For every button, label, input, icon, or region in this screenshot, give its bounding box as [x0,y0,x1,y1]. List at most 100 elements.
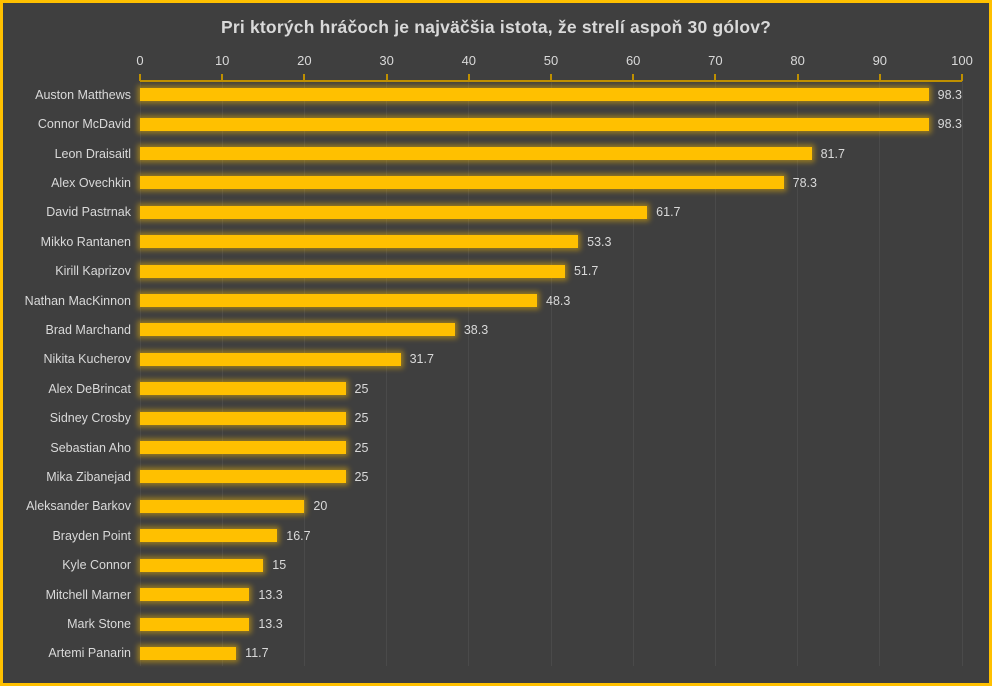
bar [140,617,250,631]
bar-area: 13.3 [140,588,962,602]
category-label: Mark Stone [67,617,131,632]
x-axis-tick [385,74,388,81]
bar-area: 11.7 [140,646,962,660]
bar-area: 38.3 [140,323,962,337]
x-axis-tick [796,74,799,81]
bar [140,294,538,308]
bar-area: 61.7 [140,205,962,219]
category-label: Mitchell Marner [45,587,131,602]
bar-area: 25 [140,441,962,455]
gridline [714,80,716,666]
value-label: 20 [313,499,328,514]
bar-area: 53.3 [140,235,962,249]
bar-area: 31.7 [140,352,962,366]
chart-title: Pri ktorých hráčoch je najväčšia istota,… [220,17,772,37]
x-axis-tick [550,74,552,81]
category-label: Brayden Point [52,528,131,543]
gridline [632,80,634,666]
bar [140,646,237,660]
x-axis-tick [632,74,635,81]
bar-row: Alex Ovechkin 78.3 [8,168,984,197]
bar-area: 78.3 [140,176,962,190]
category-label: Mika Zibanejad [46,469,131,484]
bar [140,88,929,102]
category-label: Artemi Panarin [48,646,131,661]
value-label: 13.3 [258,617,283,632]
x-axis-tick-label: 100 [951,53,973,68]
bar-area: 81.7 [140,147,962,161]
bar [140,323,455,337]
gridline [550,80,552,666]
value-label: 31.7 [409,352,434,367]
bar-area: 98.3 [140,117,962,131]
value-label: 51.7 [573,264,599,279]
bar-row: Nikita Kucherov 31.7 [8,345,984,374]
gridline [797,80,799,666]
value-label: 61.7 [656,205,681,220]
category-label: Auston Matthews [35,87,131,102]
bar-row: Mark Stone 13.3 [8,609,984,638]
bar [140,147,812,161]
bar-area: 25 [140,411,962,425]
bar-area: 98.3 [140,88,962,102]
category-label: Alex DeBrincat [48,381,131,396]
bar-row: Artemi Panarin 11.7 [8,639,984,668]
x-axis-tick [221,74,224,81]
gridline [139,80,141,666]
bar [140,558,264,572]
x-axis-tick [961,74,963,81]
value-label: 25 [354,411,369,426]
category-label: Brad Marchand [45,322,131,337]
x-axis-tick-label: 0 [136,53,144,68]
bar-area: 20 [140,499,962,513]
x-axis-tick-label: 10 [214,53,230,68]
category-label: Kirill Kaprizov [55,264,131,279]
bar-area: 25 [140,470,962,484]
x-axis-tick [878,74,881,81]
value-label: 98.3 [937,87,962,102]
gridline [221,80,223,666]
bar [140,264,565,278]
category-label: Nikita Kucherov [43,352,131,367]
value-label: 13.3 [258,587,283,602]
category-label: Aleksander Barkov [26,499,131,514]
x-axis-tick-label: 40 [461,53,477,68]
bar-area: 48.3 [140,294,962,308]
x-axis-tick-label: 30 [379,53,394,68]
x-axis-line [140,80,962,82]
gridline [879,80,881,666]
bar [140,441,346,455]
x-axis-tick [467,74,470,81]
bars-container: Auston Matthews 98.3 Connor McDavid 98.3 Leo… [8,80,984,668]
bar-area: 16.7 [140,529,962,543]
category-label: Nathan MacKinnon [24,293,131,308]
bar-area: 51.7 [140,264,962,278]
category-label: Alex Ovechkin [51,175,131,190]
bar [140,529,278,543]
x-axis-tick [139,74,141,81]
bar [140,588,250,602]
value-label: 53.3 [587,234,612,249]
value-label: 78.3 [792,175,817,190]
bar-row: Sidney Crosby 25 [8,403,984,432]
x-axis-tick-label: 70 [708,53,723,68]
category-label: Kyle Connor [62,558,131,573]
bar-row: Brayden Point 16.7 [8,521,984,550]
category-label: Mikko Rantanen [40,234,131,249]
x-axis-tick [303,74,306,81]
value-label: 16.7 [286,528,311,543]
gridline [468,80,470,666]
bar-row: Auston Matthews 98.3 [8,80,984,109]
value-label: 98.3 [937,117,962,132]
value-label: 48.3 [546,293,571,308]
bar [140,470,346,484]
gridline [303,80,305,666]
bar-row: Aleksander Barkov 20 [8,492,984,521]
bar [140,382,346,396]
bar-area: 15 [140,558,962,572]
gridline [961,80,963,666]
bar-area: 13.3 [140,617,962,631]
x-axis-tick-label: 80 [790,53,805,68]
bar-row: Alex DeBrincat 25 [8,374,984,403]
bar-area: 25 [140,382,962,396]
